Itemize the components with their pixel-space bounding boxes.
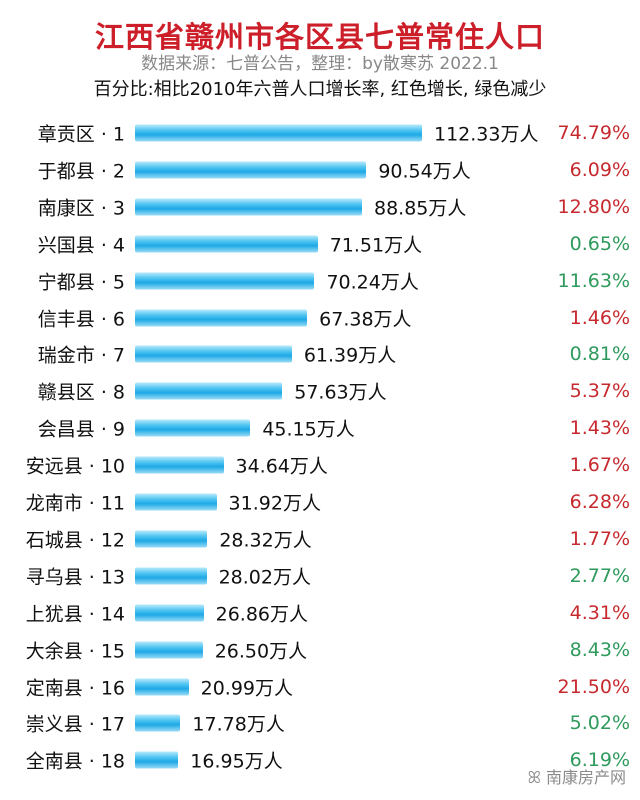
bar xyxy=(135,345,292,363)
category-label: 信丰县 · 6 xyxy=(37,308,125,330)
chart-subtitle: 数据来源：七普公告，整理：by散寒苏 2022.1 xyxy=(141,54,499,74)
bar xyxy=(135,604,204,622)
value-label: 26.50万人 xyxy=(214,640,308,663)
growth-label: 1.43% xyxy=(569,417,630,440)
value-label: 57.63万人 xyxy=(294,381,387,404)
value-label: 90.54万人 xyxy=(378,160,471,183)
bar xyxy=(135,493,217,511)
category-label: 瑞金市 · 7 xyxy=(37,344,125,367)
category-label: 南康区 · 3 xyxy=(37,197,125,220)
bar xyxy=(135,567,207,585)
bar xyxy=(135,309,308,326)
watermark: ꕤ 南康房产网 xyxy=(528,764,626,788)
category-label: 赣县区 · 8 xyxy=(37,381,125,404)
bar xyxy=(135,678,189,695)
growth-label: 6.09% xyxy=(569,158,630,181)
growth-label: 12.80% xyxy=(557,195,630,218)
growth-label: 8.43% xyxy=(569,638,630,661)
bar xyxy=(135,198,362,216)
growth-label: 5.37% xyxy=(569,380,630,403)
category-label: 兴国县 · 4 xyxy=(37,234,125,257)
bar xyxy=(135,641,203,659)
growth-label: 74.79% xyxy=(557,122,630,144)
value-label: 20.99万人 xyxy=(200,677,294,699)
value-label: 34.64万人 xyxy=(235,455,328,478)
wechat-icon: ꕤ xyxy=(527,768,546,787)
growth-label: 6.19% xyxy=(569,749,630,772)
growth-label: 1.46% xyxy=(569,306,630,329)
growth-label: 0.65% xyxy=(569,232,630,255)
bar xyxy=(135,161,367,179)
growth-label: 6.28% xyxy=(569,491,630,513)
value-label: 45.15万人 xyxy=(262,418,355,441)
growth-label: 1.67% xyxy=(569,454,630,477)
value-label: 112.33万人 xyxy=(434,123,539,146)
bar xyxy=(135,235,318,253)
value-label: 88.85万人 xyxy=(374,197,467,220)
category-label: 全南县 · 18 xyxy=(25,750,125,773)
chart-note: 百分比:相比2010年六普人口增长率, 红色增长, 绿色减少 xyxy=(93,79,547,100)
bar xyxy=(135,530,208,548)
value-label: 16.95万人 xyxy=(190,750,283,773)
bar xyxy=(135,751,179,769)
value-label: 28.02万人 xyxy=(218,566,311,589)
category-label: 大余县 · 15 xyxy=(25,640,125,663)
bar xyxy=(135,714,181,732)
growth-label: 11.63% xyxy=(557,269,630,292)
value-label: 67.38万人 xyxy=(319,308,412,330)
category-label: 定南县 · 16 xyxy=(25,677,125,699)
chart-title: 江西省赣州市各区县七普常住人口 xyxy=(94,20,545,54)
value-label: 61.39万人 xyxy=(303,344,397,367)
category-label: 寻乌县 · 13 xyxy=(25,566,125,589)
growth-label: 2.77% xyxy=(569,564,630,587)
value-label: 17.78万人 xyxy=(192,713,285,736)
category-label: 会昌县 · 9 xyxy=(37,418,125,441)
growth-label: 4.31% xyxy=(569,601,630,624)
category-label: 崇义县 · 17 xyxy=(25,713,125,736)
category-label: 宁都县 · 5 xyxy=(37,271,125,294)
value-label: 26.86万人 xyxy=(215,603,309,626)
watermark-text: 南康房产网 xyxy=(545,768,626,787)
category-label: 石城县 · 12 xyxy=(25,529,125,552)
growth-label: 0.81% xyxy=(569,343,630,366)
bar xyxy=(135,124,422,142)
category-label: 章贡区 · 1 xyxy=(37,123,125,146)
growth-label: 21.50% xyxy=(557,675,630,698)
category-label: 上犹县 · 14 xyxy=(25,603,125,626)
value-label: 71.51万人 xyxy=(329,234,423,257)
value-label: 28.32万人 xyxy=(219,529,312,552)
bar xyxy=(135,382,283,400)
bar xyxy=(135,419,251,437)
category-label: 安远县 · 10 xyxy=(25,455,125,478)
growth-label: 1.77% xyxy=(569,527,630,550)
category-label: 于都县 · 2 xyxy=(37,160,125,183)
category-label: 龙南市 · 11 xyxy=(25,492,125,515)
bar xyxy=(135,456,224,474)
growth-label: 5.02% xyxy=(569,712,630,735)
bar xyxy=(135,272,315,290)
value-label: 70.24万人 xyxy=(326,271,419,294)
value-label: 31.92万人 xyxy=(228,492,321,515)
